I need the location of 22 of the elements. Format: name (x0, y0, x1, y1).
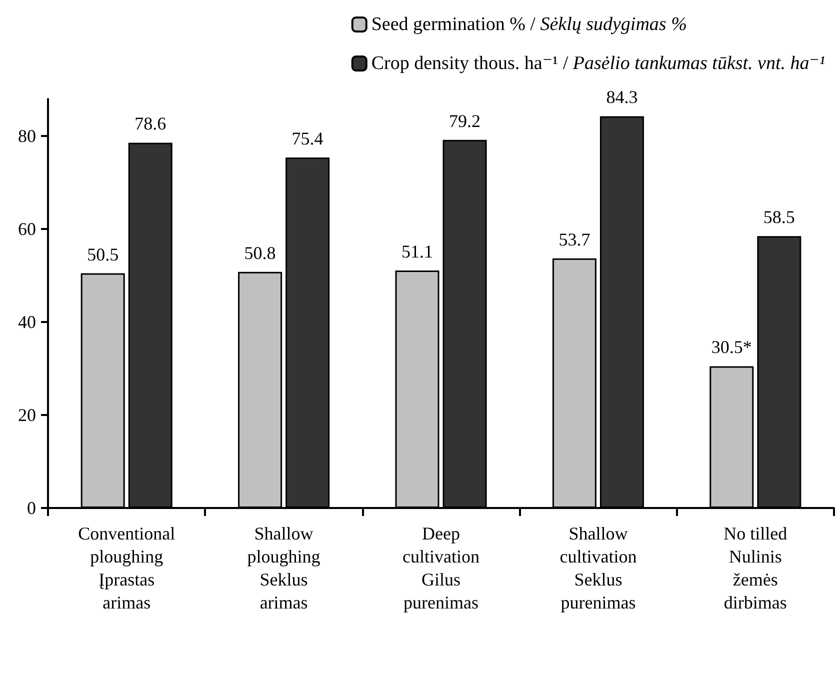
y-tick-label: 80 (18, 126, 36, 146)
y-tick-label: 0 (27, 498, 36, 518)
data-label: 58.5 (763, 207, 795, 228)
data-label: 75.4 (292, 128, 324, 149)
y-tick-label: 40 (18, 312, 36, 332)
y-tick-label: 20 (18, 405, 36, 426)
legend-label: Seed germination % / Sėklų sudygimas % (371, 14, 687, 35)
x-tick-label: Shallow cultivation Seklus purenimas (560, 524, 637, 612)
data-label: 50.8 (244, 242, 276, 263)
data-label: 79.2 (449, 110, 481, 131)
data-label: 50.5 (87, 244, 119, 264)
x-tick-label: Conventional ploughing Įprastas arimas (78, 524, 176, 612)
x-tick-label: Shallow ploughing Seklus arimas (247, 524, 320, 612)
data-label: 51.1 (401, 242, 433, 262)
x-tick-label: No tilled Nulinis žemės dirbimas (724, 524, 788, 612)
data-label: 84.3 (606, 87, 638, 108)
data-label: 53.7 (558, 229, 590, 250)
data-label: 30.5* (711, 337, 752, 358)
data-label: 78.6 (134, 114, 166, 134)
x-tick-label: Deep cultivation Gilus purenimas (402, 524, 480, 612)
y-tick-label: 60 (18, 219, 36, 240)
legend-label: Crop density thous. ha⁻¹ / Pasėlio tankumas tūkst. vnt. ha⁻¹ (371, 53, 826, 74)
